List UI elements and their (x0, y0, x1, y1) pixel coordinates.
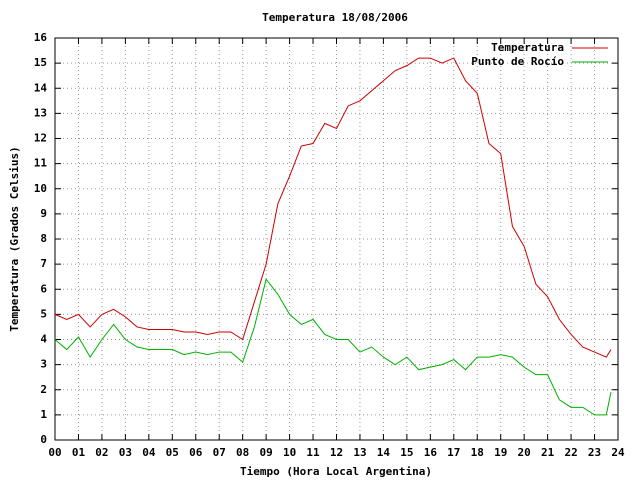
x-tick-label: 20 (518, 446, 531, 459)
x-axis-label: Tiempo (Hora Local Argentina) (240, 465, 432, 478)
x-tick-label: 22 (564, 446, 577, 459)
x-tick-label: 11 (306, 446, 320, 459)
x-tick-label: 21 (541, 446, 555, 459)
x-tick-label: 12 (330, 446, 343, 459)
plot-border (54, 37, 619, 441)
y-tick-label: 11 (34, 157, 48, 170)
y-tick-label: 9 (40, 207, 47, 220)
y-tick-label: 2 (40, 383, 47, 396)
x-tick-label: 02 (95, 446, 108, 459)
y-tick-label: 6 (40, 282, 47, 295)
x-tick-label: 08 (236, 446, 249, 459)
x-tick-label: 14 (377, 446, 391, 459)
y-tick-label: 16 (34, 31, 48, 44)
y-tick-label: 8 (40, 232, 47, 245)
x-tick-label: 18 (471, 446, 484, 459)
x-tick-label: 17 (447, 446, 460, 459)
x-tick-label: 16 (424, 446, 438, 459)
x-tick-label: 05 (166, 446, 179, 459)
series-line (54, 57, 612, 358)
x-tick-label: 09 (260, 446, 273, 459)
y-tick-label: 5 (40, 307, 47, 320)
y-tick-label: 0 (40, 433, 47, 446)
y-tick-label: 15 (34, 56, 47, 69)
chart-title: Temperatura 18/08/2006 (262, 11, 408, 24)
legend-label: Punto de Rocío (471, 55, 564, 68)
x-tick-label: 00 (48, 446, 61, 459)
y-tick-label: 1 (40, 408, 47, 421)
x-tick-label: 24 (611, 446, 625, 459)
x-tick-label: 03 (119, 446, 132, 459)
legend-label: Temperatura (491, 41, 564, 54)
y-tick-label: 3 (40, 358, 47, 371)
y-tick-label: 4 (40, 333, 47, 346)
y-tick-label: 14 (34, 81, 48, 94)
series-line (54, 278, 612, 416)
y-tick-label: 13 (34, 106, 47, 119)
x-tick-label: 15 (400, 446, 413, 459)
x-tick-label: 10 (283, 446, 296, 459)
x-tick-label: 13 (353, 446, 366, 459)
y-axis-label: Temperatura (Grados Celsius) (8, 146, 21, 331)
x-tick-label: 19 (494, 446, 507, 459)
x-tick-label: 01 (72, 446, 86, 459)
y-tick-label: 10 (34, 182, 47, 195)
y-tick-label: 7 (40, 257, 47, 270)
y-tick-label: 12 (34, 132, 47, 145)
x-tick-label: 23 (588, 446, 601, 459)
x-tick-label: 07 (213, 446, 226, 459)
x-tick-label: 06 (189, 446, 203, 459)
x-tick-label: 04 (142, 446, 156, 459)
